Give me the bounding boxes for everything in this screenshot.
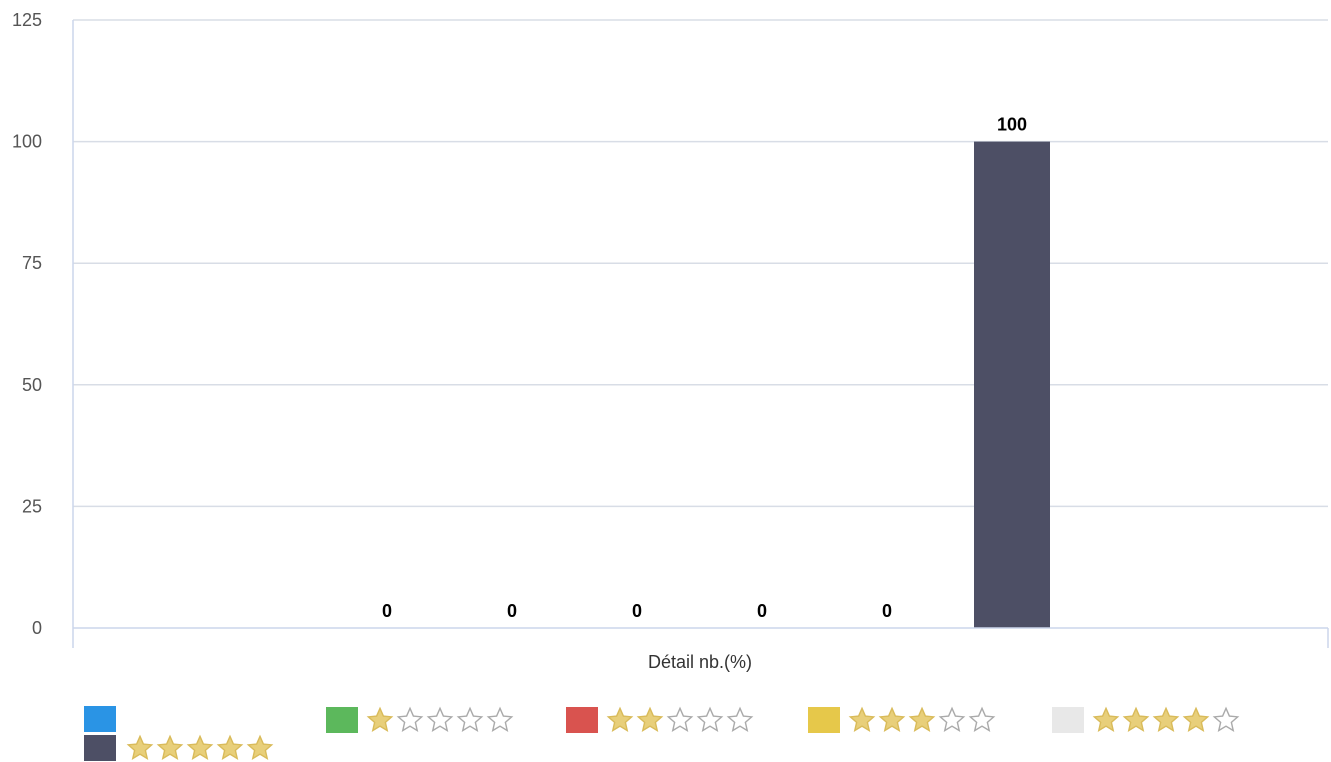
axes <box>72 20 1329 648</box>
x-axis-title: Détail nb.(%) <box>648 652 752 672</box>
star-rating-icon <box>606 706 756 734</box>
star-filled-icon <box>366 706 394 732</box>
star-filled-icon <box>156 734 184 760</box>
star-empty-icon <box>938 706 966 732</box>
legend-swatch <box>84 735 116 761</box>
legend-swatch <box>808 707 840 733</box>
star-filled-icon <box>848 706 876 732</box>
star-empty-icon <box>486 706 514 732</box>
data-label: 100 <box>997 115 1027 135</box>
legend-swatch <box>326 707 358 733</box>
y-tick-label: 0 <box>32 618 42 638</box>
star-filled-icon <box>1092 706 1120 732</box>
y-tick-label: 100 <box>12 132 42 152</box>
star-empty-icon <box>456 706 484 732</box>
y-tick-label: 125 <box>12 10 42 30</box>
star-filled-icon <box>878 706 906 732</box>
star-filled-icon <box>1182 706 1210 732</box>
bars <box>974 141 1050 628</box>
gridlines <box>73 19 1328 508</box>
star-rating-icon <box>1092 706 1242 734</box>
legend-item[interactable] <box>84 706 116 732</box>
star-filled-icon <box>216 734 244 760</box>
star-empty-icon <box>666 706 694 732</box>
data-labels: 0 0 0 0 0 100 <box>382 115 1027 621</box>
star-empty-icon <box>696 706 724 732</box>
data-label: 0 <box>882 601 892 621</box>
legend-item[interactable] <box>1052 706 1242 734</box>
star-filled-icon <box>1122 706 1150 732</box>
star-filled-icon <box>606 706 634 732</box>
legend-item[interactable] <box>326 706 516 734</box>
star-empty-icon <box>968 706 996 732</box>
y-tick-label: 25 <box>22 496 42 516</box>
star-empty-icon <box>1212 706 1240 732</box>
y-axis-tick-labels: 0 25 50 75 100 125 <box>12 10 42 638</box>
star-empty-icon <box>426 706 454 732</box>
bar <box>974 141 1050 628</box>
legend-swatch <box>84 706 116 732</box>
legend-item[interactable] <box>808 706 998 734</box>
star-filled-icon <box>636 706 664 732</box>
star-filled-icon <box>1152 706 1180 732</box>
data-label: 0 <box>757 601 767 621</box>
data-label: 0 <box>507 601 517 621</box>
star-rating-icon <box>366 706 516 734</box>
star-rating-icon <box>126 734 276 762</box>
star-rating-icon <box>848 706 998 734</box>
star-empty-icon <box>396 706 424 732</box>
legend-swatch <box>566 707 598 733</box>
star-filled-icon <box>908 706 936 732</box>
y-tick-label: 50 <box>22 375 42 395</box>
bar-chart: 0 25 50 75 100 125 0 0 0 0 0 100 Détail nb.(%) <box>12 10 1329 672</box>
star-filled-icon <box>126 734 154 760</box>
y-tick-label: 75 <box>22 253 42 273</box>
data-label: 0 <box>632 601 642 621</box>
legend-item[interactable] <box>84 734 276 762</box>
data-label: 0 <box>382 601 392 621</box>
star-filled-icon <box>246 734 274 760</box>
legend-item[interactable] <box>566 706 756 734</box>
star-empty-icon <box>726 706 754 732</box>
star-filled-icon <box>186 734 214 760</box>
legend-swatch <box>1052 707 1084 733</box>
